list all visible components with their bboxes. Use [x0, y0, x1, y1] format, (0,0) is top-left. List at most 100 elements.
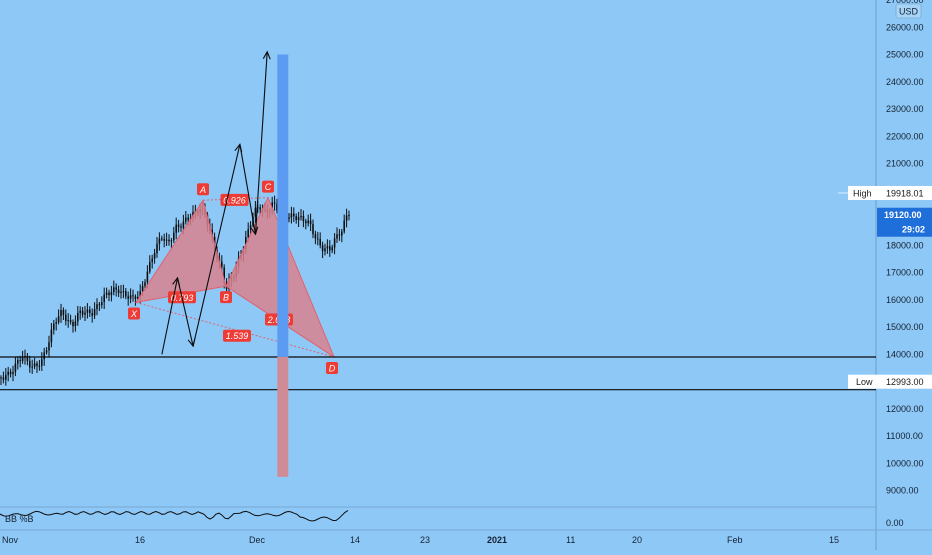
y-tick-label: 10000.00	[886, 458, 924, 468]
candle-body	[139, 291, 141, 297]
indicator-line	[0, 510, 349, 522]
candle-body	[185, 217, 187, 222]
candle-body	[144, 282, 146, 286]
candle-body	[254, 207, 257, 217]
pattern-point-d-marker[interactable]	[326, 361, 338, 374]
x-tick-label: Feb	[727, 535, 743, 545]
currency-badge[interactable]	[895, 3, 922, 19]
pattern-ratio-marker[interactable]	[223, 329, 251, 342]
y-tick-label: 21000.00	[886, 159, 924, 169]
projection-arrowhead	[262, 50, 271, 60]
candle-body	[113, 287, 115, 293]
projection-path[interactable]	[161, 50, 271, 355]
pattern-point-a-marker[interactable]	[197, 183, 209, 196]
currency-label: USD	[899, 7, 919, 17]
candle-body	[7, 371, 9, 376]
candle-body	[5, 375, 7, 380]
candle-body	[295, 216, 297, 220]
candle-body	[177, 224, 180, 227]
candle-body	[293, 213, 295, 217]
x-tick-label: 14	[350, 535, 360, 545]
candle-body	[151, 258, 153, 262]
y-tick-label: 12000.00	[886, 404, 924, 414]
pattern-point-b-marker[interactable]	[220, 291, 232, 304]
y-tick-label: 22000.00	[886, 131, 924, 141]
x-tick-label: 11	[566, 535, 575, 545]
candle-body	[101, 302, 103, 306]
projection-arrowhead	[234, 143, 243, 153]
pattern-triangle-xab[interactable]	[134, 199, 227, 304]
candle-body	[331, 247, 333, 251]
projection-polyline[interactable]	[161, 51, 268, 355]
candle-body	[120, 291, 122, 293]
candle-body	[161, 238, 163, 240]
candle-body	[134, 296, 137, 300]
candle-body	[345, 215, 348, 221]
candle-body	[149, 261, 151, 272]
candle-body	[146, 271, 149, 283]
candle-body	[314, 234, 317, 239]
x-tick-label: Nov	[2, 535, 19, 545]
pattern-ratio-label: 1.539	[226, 331, 249, 341]
y-tick-label: 25000.00	[886, 50, 924, 60]
candle-body	[137, 296, 139, 300]
candle-body	[98, 304, 101, 306]
candle-body	[273, 202, 276, 204]
candle-body	[14, 363, 17, 373]
candle-body	[297, 217, 300, 220]
candle-body	[67, 320, 69, 322]
indicator-pane: BB %B 0.00	[0, 510, 904, 528]
time-axis[interactable]: Nov 16 Dec 14 23 2021 11 20 Feb 15	[2, 535, 839, 545]
indicator-y-tick: 0.00	[886, 518, 904, 528]
target-loss-zone[interactable]	[277, 356, 289, 477]
target-profit-zone[interactable]	[277, 54, 289, 357]
indicator-name: BB %B	[5, 514, 34, 524]
x-tick-label: 15	[829, 535, 839, 545]
candle-body	[69, 320, 72, 322]
candle-body	[170, 240, 173, 242]
pattern-point-x-marker[interactable]	[128, 307, 140, 320]
candle-body	[187, 217, 189, 220]
candle-body	[110, 292, 113, 296]
candle-body	[324, 248, 326, 252]
candle-body	[326, 246, 329, 249]
candle-body	[53, 323, 55, 330]
candle-body	[93, 309, 96, 316]
candle-body	[180, 226, 182, 228]
pattern-point-x: X	[130, 309, 138, 319]
high-price-tag[interactable]	[848, 185, 932, 200]
candle-body	[163, 238, 165, 241]
candle-body	[105, 292, 108, 295]
candle-body	[141, 285, 144, 292]
candle-body	[86, 309, 89, 313]
projection-arrowhead	[172, 276, 181, 286]
candle-body	[300, 216, 302, 217]
current-price-tag[interactable]	[877, 207, 932, 237]
candle-body	[290, 213, 293, 218]
high-value: 19918.01	[886, 188, 924, 198]
candle-body	[247, 229, 249, 238]
candle-body	[343, 220, 345, 232]
low-price-tag[interactable]	[848, 374, 932, 389]
candle-body	[43, 352, 45, 360]
target-bar[interactable]	[277, 54, 289, 477]
candle-body	[305, 221, 307, 224]
price-axis[interactable]: 9000.0010000.0011000.0012000.0013000.001…	[838, 0, 932, 496]
x-tick-label: 23	[420, 535, 430, 545]
y-tick-label: 14000.00	[886, 349, 924, 359]
candle-body	[153, 253, 156, 259]
candle-body	[74, 321, 77, 327]
candle-body	[158, 238, 161, 244]
candle-body	[336, 234, 338, 239]
y-tick-label: 26000.00	[886, 22, 924, 32]
candle-body	[62, 310, 65, 315]
candle-body	[321, 245, 324, 252]
candle-body	[319, 239, 321, 246]
candle-body	[288, 217, 290, 220]
pattern-point-c-marker[interactable]	[262, 180, 274, 193]
candle-body	[55, 322, 57, 324]
candle-body	[173, 232, 175, 241]
